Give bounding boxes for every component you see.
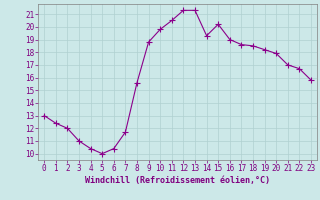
X-axis label: Windchill (Refroidissement éolien,°C): Windchill (Refroidissement éolien,°C)	[85, 176, 270, 185]
